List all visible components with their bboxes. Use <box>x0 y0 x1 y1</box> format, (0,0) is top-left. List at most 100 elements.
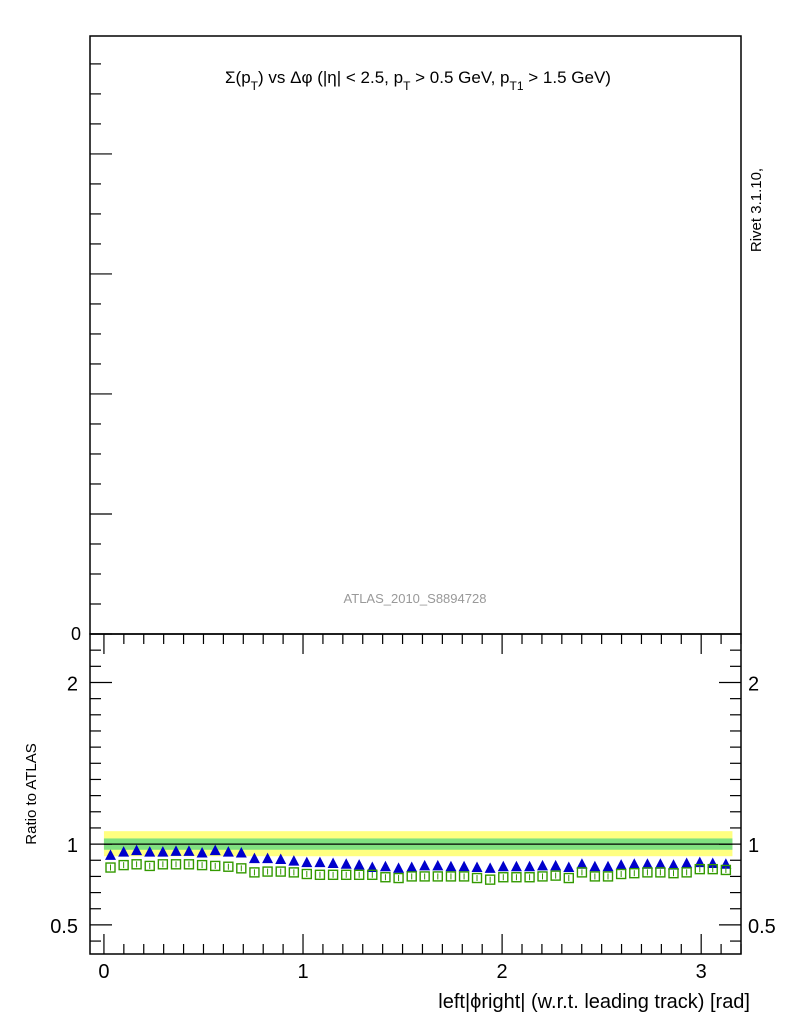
ratio-point-triangle <box>235 846 247 858</box>
ratio-point-square <box>236 863 247 874</box>
ratio-point-square <box>484 874 496 885</box>
y-tick-label-right: 1 <box>748 835 759 857</box>
y-tick-label-left: 2 <box>67 673 78 695</box>
ratio-point-square <box>131 859 142 870</box>
ratio-point-triangle <box>248 852 260 864</box>
ratio-point-square <box>471 872 483 884</box>
ratio-frame <box>89 633 742 955</box>
ratio-point-triangle <box>576 858 588 869</box>
ratio-point-triangle <box>327 857 339 868</box>
ratio-point-triangle <box>275 853 287 864</box>
rivet-version-label: Rivet 3.1.10, <box>748 168 765 252</box>
ratio-point-square <box>615 868 627 880</box>
ratio-point-triangle <box>550 859 562 871</box>
ratio-point-square <box>629 867 640 879</box>
ratio-point-triangle <box>406 861 418 873</box>
ratio-point-triangle <box>432 859 444 871</box>
ratio-point-square <box>314 869 326 881</box>
ratio-point-square <box>393 872 404 884</box>
ratio-point-square <box>210 860 221 872</box>
analysis-label: ATLAS_2010_S8894728 <box>344 591 487 606</box>
ratio-point-square <box>157 859 169 870</box>
ratio-panel: 0 1 2 3 0.5 0.5 1 1 2 2 Ratio to ATLAS left|ϕrigh… <box>23 633 776 1013</box>
ratio-point-square <box>550 870 561 881</box>
ratio-point-square <box>183 859 195 870</box>
ratio-point-triangle <box>641 858 653 869</box>
ratio-point-triangle <box>301 856 313 868</box>
main-y-tick-label-0: 0 <box>71 624 81 644</box>
ratio-point-triangle <box>353 859 365 870</box>
x-tick-label: 1 <box>297 961 308 983</box>
ratio-point-triangle <box>681 857 693 868</box>
main-y-ticks <box>90 63 112 635</box>
ratio-point-square <box>406 871 417 882</box>
ratio-ticks: 0 1 2 3 0.5 0.5 1 1 2 2 <box>50 634 776 983</box>
ratio-point-triangle <box>183 845 195 856</box>
ratio-point-square <box>105 862 116 873</box>
y-tick-label-right: 0.5 <box>748 916 776 938</box>
ratio-point-square <box>288 867 300 878</box>
ratio-point-square <box>301 868 313 880</box>
ratio-point-square <box>275 866 286 877</box>
ratio-point-triangle <box>471 861 483 873</box>
ratio-point-triangle <box>340 858 352 869</box>
ratio-point-triangle <box>524 860 536 872</box>
x-axis-label: left|ϕright| (w.r.t. leading track) [rad… <box>438 991 750 1013</box>
ratio-point-triangle <box>628 858 640 869</box>
ratio-point-triangle <box>510 860 522 872</box>
ratio-point-triangle <box>118 846 130 857</box>
ratio-point-square <box>118 859 129 871</box>
ratio-point-triangle <box>602 860 614 872</box>
ratio-point-square <box>353 869 365 881</box>
ratio-point-square <box>655 867 666 878</box>
ratio-point-triangle <box>668 859 680 870</box>
main-frame <box>89 35 742 635</box>
y-tick-label-right: 2 <box>748 673 759 695</box>
ratio-series-1 <box>105 859 732 885</box>
ratio-point-triangle <box>196 846 208 858</box>
ratio-point-square <box>223 861 234 872</box>
ratio-point-square <box>367 869 378 881</box>
ratio-point-triangle <box>393 862 405 873</box>
ratio-point-triangle <box>144 846 156 857</box>
ratio-point-triangle <box>458 860 470 872</box>
ratio-point-square <box>524 872 535 883</box>
ratio-point-square <box>642 867 653 878</box>
ratio-point-square <box>576 867 588 878</box>
ratio-point-square <box>249 867 260 878</box>
ratio-point-triangle <box>170 845 182 856</box>
ratio-point-square <box>170 859 182 870</box>
ratio-point-triangle <box>720 858 732 869</box>
ratio-point-triangle <box>589 860 601 872</box>
ratio-point-triangle <box>131 844 143 856</box>
x-tick-label: 0 <box>98 961 109 983</box>
ratio-point-square <box>537 871 548 882</box>
ratio-point-square <box>419 871 430 882</box>
main-title: Σ(pT) vs Δφ (|η| < 2.5, pT > 0.5 GeV, pT… <box>225 68 611 93</box>
ratio-point-square <box>668 867 679 879</box>
ratio-y-axis-label: Ratio to ATLAS <box>23 743 40 844</box>
ratio-point-square <box>563 872 574 884</box>
ratio-point-triangle <box>419 859 431 871</box>
ratio-point-square <box>511 872 522 883</box>
x-tick-label: 3 <box>696 961 707 983</box>
ratio-point-square <box>602 871 614 882</box>
ratio-point-triangle <box>379 860 391 872</box>
ratio-point-square <box>144 860 155 872</box>
ratio-point-square <box>707 863 718 875</box>
ratio-point-triangle <box>654 858 666 869</box>
ratio-point-square <box>445 871 457 882</box>
ratio-point-triangle <box>366 861 378 873</box>
ratio-point-triangle <box>222 846 234 857</box>
ratio-point-triangle <box>314 856 326 868</box>
ratio-point-triangle <box>707 857 719 868</box>
ratio-point-triangle <box>445 860 457 872</box>
ratio-point-triangle <box>497 860 509 872</box>
ratio-point-triangle <box>105 849 117 860</box>
ratio-content <box>103 831 733 885</box>
ratio-point-square <box>327 869 339 881</box>
ratio-point-square <box>720 864 732 876</box>
ratio-point-triangle <box>209 844 221 856</box>
ratio-point-triangle <box>537 859 549 871</box>
